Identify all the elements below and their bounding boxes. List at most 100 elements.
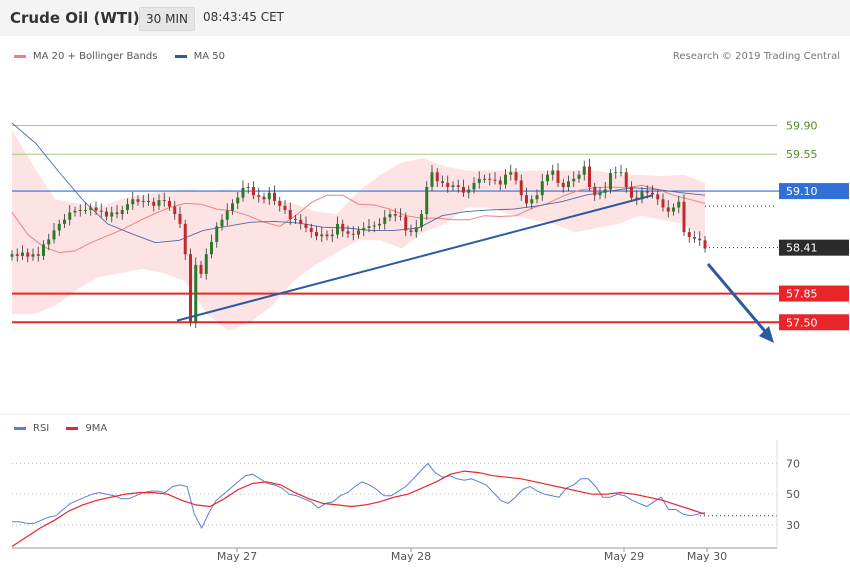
- candle-body: [619, 172, 623, 174]
- candle-body: [304, 223, 308, 228]
- candle: [661, 193, 665, 212]
- x-tick-label: May 29: [604, 550, 644, 563]
- trend-line: [176, 194, 654, 322]
- instrument-title: Crude Oil (WTI): [10, 9, 140, 27]
- candle: [225, 203, 229, 226]
- candle: [378, 218, 381, 230]
- candle-body: [131, 199, 135, 205]
- candle-body: [514, 172, 518, 181]
- candle: [194, 257, 198, 329]
- candle-body: [698, 238, 702, 241]
- candle: [698, 231, 702, 247]
- candle-body: [593, 186, 597, 196]
- candle: [315, 226, 318, 241]
- candle: [472, 177, 476, 194]
- candle: [236, 191, 240, 210]
- candle-body: [225, 210, 229, 220]
- rsi-9ma-line: [11, 470, 706, 548]
- candle-body: [561, 182, 565, 187]
- candle: [619, 164, 623, 177]
- candle: [84, 202, 87, 215]
- candle-body: [540, 181, 544, 196]
- candle-body: [141, 200, 145, 202]
- candle: [162, 192, 166, 207]
- candle-body: [441, 181, 444, 183]
- candle-body: [73, 210, 77, 213]
- rsi-legend: RSI 9MA: [14, 423, 121, 434]
- candle-body: [367, 226, 371, 228]
- candle-body: [525, 195, 528, 204]
- candle: [94, 201, 98, 215]
- candle-body: [661, 199, 665, 208]
- candle-body: [404, 216, 408, 231]
- candle-body: [210, 241, 213, 255]
- forecast-arrowhead-icon: [759, 326, 774, 343]
- candle: [535, 189, 539, 204]
- candle-body: [336, 223, 339, 235]
- candle-body: [598, 192, 602, 196]
- candle: [640, 186, 644, 204]
- candle: [446, 175, 450, 193]
- research-credit: Research © 2019 Trading Central: [672, 51, 840, 62]
- candle-body: [262, 196, 266, 200]
- candle-body: [703, 240, 707, 249]
- candle-body: [157, 200, 161, 206]
- candle-body: [430, 172, 434, 187]
- candle: [404, 212, 408, 237]
- candle: [273, 185, 276, 206]
- legend-swatch-rsi: [14, 426, 26, 430]
- candle-body: [21, 252, 24, 256]
- candle-body: [31, 254, 35, 257]
- candle: [215, 222, 219, 248]
- candle: [246, 182, 250, 194]
- candle: [31, 248, 35, 261]
- candle: [294, 214, 297, 224]
- candle: [26, 248, 30, 263]
- level-label: 58.41: [786, 242, 818, 255]
- candle: [136, 195, 140, 206]
- candle: [567, 175, 570, 192]
- candle-body: [582, 166, 586, 175]
- candle-body: [556, 170, 560, 183]
- candle: [593, 182, 597, 201]
- candle-body: [162, 200, 166, 202]
- candle: [441, 175, 444, 187]
- candle-body: [294, 218, 297, 220]
- level-label: 59.10: [786, 185, 818, 198]
- candle: [393, 208, 397, 222]
- legend-label-rsi: RSI: [33, 423, 50, 434]
- legend-swatch-ma20: [14, 54, 26, 58]
- candle-body: [246, 186, 250, 188]
- rsi-tick-label: 50: [786, 488, 800, 501]
- candle: [588, 159, 591, 192]
- candle-body: [78, 209, 82, 211]
- candle: [36, 246, 40, 262]
- candle: [183, 219, 187, 260]
- candle-body: [152, 201, 156, 206]
- candle-body: [509, 172, 513, 175]
- candle: [577, 170, 581, 183]
- candle-body: [519, 180, 523, 196]
- candle-body: [257, 195, 261, 197]
- candle: [498, 176, 502, 191]
- rsi-line: [12, 462, 706, 530]
- candle: [603, 182, 607, 199]
- legend-label-ma50: MA 50: [193, 51, 225, 62]
- candle: [15, 248, 19, 262]
- candle: [120, 205, 124, 220]
- candle-body: [551, 170, 555, 175]
- candle: [357, 226, 360, 239]
- level-label-bg: [779, 314, 849, 331]
- x-tick-label: May 30: [687, 550, 727, 563]
- candle-body: [267, 192, 271, 200]
- candle-body: [26, 252, 30, 257]
- candle-body: [168, 200, 171, 207]
- candle-body: [147, 200, 150, 202]
- candle-body: [204, 254, 208, 274]
- candle-body: [687, 232, 691, 237]
- candle-body: [231, 203, 234, 211]
- timeframe-button[interactable]: 30 MIN: [139, 7, 195, 31]
- candle: [21, 245, 24, 260]
- candle-body: [330, 234, 334, 237]
- candle: [241, 180, 245, 202]
